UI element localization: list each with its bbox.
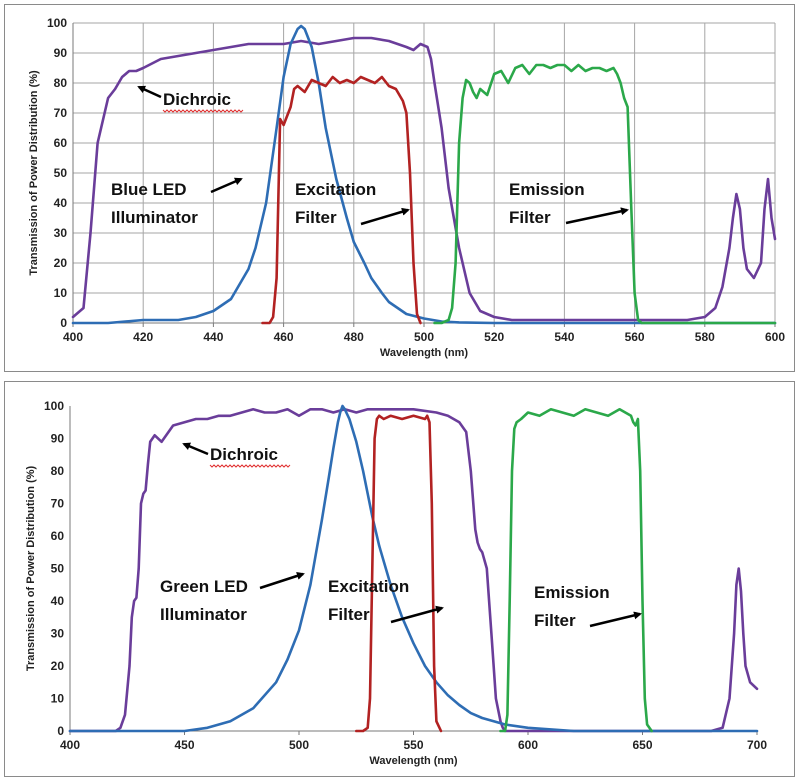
series-line-excitation [354, 414, 443, 733]
annotation-led: Green LED [160, 577, 248, 596]
top-chart-panel: 0 10 20 30 40 50 60 70 80 90 100 400 420 440 460 480 500… [4, 4, 795, 372]
series-line-dichroic [68, 407, 759, 733]
annotation-emission: Emission [509, 180, 585, 199]
y-tick-label: 70 [54, 106, 68, 120]
series-line-excitation [261, 75, 422, 325]
x-tick-label: 600 [765, 330, 785, 344]
y-tick-label: 20 [54, 256, 68, 270]
x-tick-label: 650 [632, 738, 652, 752]
x-tick-label: 420 [133, 330, 153, 344]
y-tick-label: 10 [51, 692, 65, 706]
arrow-emission [565, 207, 629, 225]
x-tick-label: 560 [625, 330, 645, 344]
arrow-emission [589, 611, 642, 628]
annotation-excitation: Filter [328, 605, 370, 624]
x-tick-label: 500 [289, 738, 309, 752]
x-tick-label: 460 [274, 330, 294, 344]
y-tick-label: 50 [51, 562, 65, 576]
top-chart: 0 10 20 30 40 50 60 70 80 90 100 400 420 440 460 480 500… [28, 16, 785, 359]
x-tick-label: 500 [414, 330, 434, 344]
y-tick-label: 0 [60, 316, 67, 330]
annotation-emission: Emission [534, 583, 610, 602]
annotation-dichroic: Dichroic [210, 445, 278, 464]
annotation-excitation: Excitation [328, 577, 409, 596]
x-tick-label: 550 [403, 738, 423, 752]
annotation-led: Illuminator [111, 208, 198, 227]
arrow-dichroic [137, 85, 162, 99]
bottom-chart: 0 10 20 30 40 50 60 70 80 90 100 400 450 500 550 600 650… [25, 399, 767, 767]
x-tick-label: 520 [484, 330, 504, 344]
y-tick-label: 90 [51, 432, 65, 446]
y-tick-label: 40 [51, 594, 65, 608]
x-axis-label: Wavelength (nm) [380, 347, 469, 359]
y-tick-label: 100 [47, 16, 67, 30]
y-tick-label: 100 [44, 399, 64, 413]
x-tick-label: 450 [174, 738, 194, 752]
arrow-led [210, 177, 243, 194]
bottom-chart-panel: 0 10 20 30 40 50 60 70 80 90 100 400 450 500 550 600 650… [4, 381, 795, 777]
series-line-dichroic [71, 36, 777, 322]
arrow-excitation [390, 605, 444, 624]
x-tick-label: 700 [747, 738, 767, 752]
annotation-emission: Filter [509, 208, 551, 227]
y-tick-label: 90 [54, 46, 68, 60]
y-tick-label: 30 [51, 627, 65, 641]
series-line-led [68, 404, 759, 733]
y-tick-label: 40 [54, 196, 68, 210]
y-tick-label: 80 [51, 464, 65, 478]
y-tick-label: 60 [54, 136, 68, 150]
series-line-emission [499, 407, 654, 733]
x-tick-label: 400 [60, 738, 80, 752]
y-tick-label: 50 [54, 166, 68, 180]
arrow-dichroic [182, 442, 209, 456]
x-tick-label: 600 [518, 738, 538, 752]
x-tick-label: 400 [63, 330, 83, 344]
arrow-led [259, 572, 305, 590]
y-tick-label: 80 [54, 76, 68, 90]
y-axis-label: Transmission of Power Distribution (%) [25, 465, 37, 671]
y-tick-label: 20 [51, 659, 65, 673]
y-tick-label: 10 [54, 286, 68, 300]
y-axis-label: Transmission of Power Distribution (%) [28, 70, 40, 276]
annotation-dichroic: Dichroic [163, 90, 231, 109]
x-tick-label: 580 [695, 330, 715, 344]
annotation-emission: Filter [534, 611, 576, 630]
x-tick-label: 540 [554, 330, 574, 344]
spellcheck-underline [162, 109, 244, 113]
y-tick-label: 0 [57, 724, 64, 738]
annotation-excitation: Excitation [295, 180, 376, 199]
x-tick-label: 480 [344, 330, 364, 344]
y-tick-label: 60 [51, 529, 65, 543]
y-tick-label: 70 [51, 497, 65, 511]
series-line-emission [433, 63, 777, 325]
y-tick-label: 30 [54, 226, 68, 240]
spellcheck-underline [209, 464, 291, 468]
annotation-excitation: Filter [295, 208, 337, 227]
x-axis-label: Wavelength (nm) [369, 755, 458, 767]
arrow-excitation [360, 207, 410, 226]
annotation-led: Illuminator [160, 605, 247, 624]
x-tick-label: 440 [203, 330, 223, 344]
annotation-led: Blue LED [111, 180, 187, 199]
